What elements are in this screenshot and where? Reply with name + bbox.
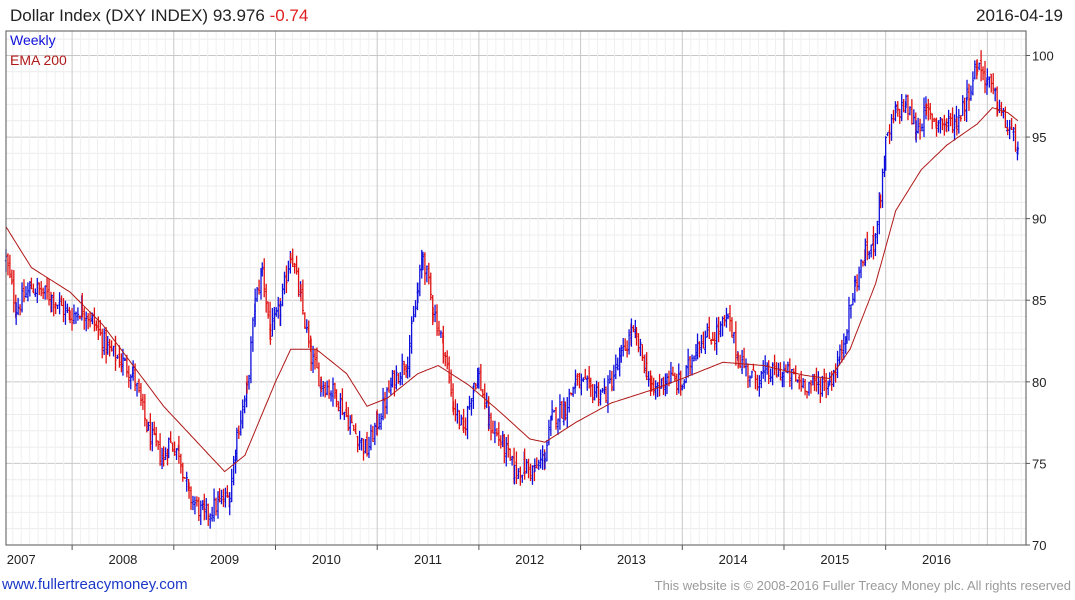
copyright-text: This website is © 2008-2016 Fuller Treac…	[654, 578, 1071, 593]
y-tick-label: 70	[1032, 538, 1046, 553]
candlesticks	[4, 50, 1020, 529]
x-tick-label: 2011	[414, 552, 442, 567]
y-tick-label: 80	[1032, 375, 1046, 390]
legend-weekly: Weekly	[10, 32, 56, 48]
y-tick-label: 85	[1032, 293, 1046, 308]
instrument-name: Dollar Index (DXY INDEX)	[10, 6, 209, 25]
x-tick-label: 2015	[820, 552, 849, 567]
ema-line	[5, 107, 1019, 473]
x-tick-label: 2012	[515, 552, 544, 567]
y-axis: 70 75 80 85 90 95 100	[1026, 48, 1054, 553]
x-tick-label: 2010	[312, 552, 341, 567]
y-tick-label: 75	[1032, 456, 1046, 471]
site-link[interactable]: www.fullertreacymoney.com	[2, 576, 188, 593]
change-value: -0.74	[269, 6, 309, 25]
chart-date: 2016-04-19	[976, 6, 1063, 25]
x-axis: 2007 2008 2009 2010 2011 2012 2013 2014 2015 2016	[7, 545, 951, 567]
y-tick-label: 90	[1032, 212, 1046, 227]
x-tick-label: 2007	[7, 552, 36, 567]
y-tick-label: 100	[1032, 48, 1054, 63]
x-tick-label: 2016	[922, 552, 951, 567]
last-value: 93.976	[212, 6, 265, 25]
x-tick-label: 2009	[210, 552, 239, 567]
plot-frame	[5, 30, 1027, 546]
x-tick-label: 2008	[108, 552, 137, 567]
x-tick-label: 2014	[719, 552, 748, 567]
chart-title: Dollar Index (DXY INDEX) 93.976 -0.74	[10, 6, 308, 26]
legend-ema: EMA 200	[10, 52, 67, 68]
y-tick-label: 95	[1032, 130, 1046, 145]
x-tick-label: 2013	[617, 552, 646, 567]
